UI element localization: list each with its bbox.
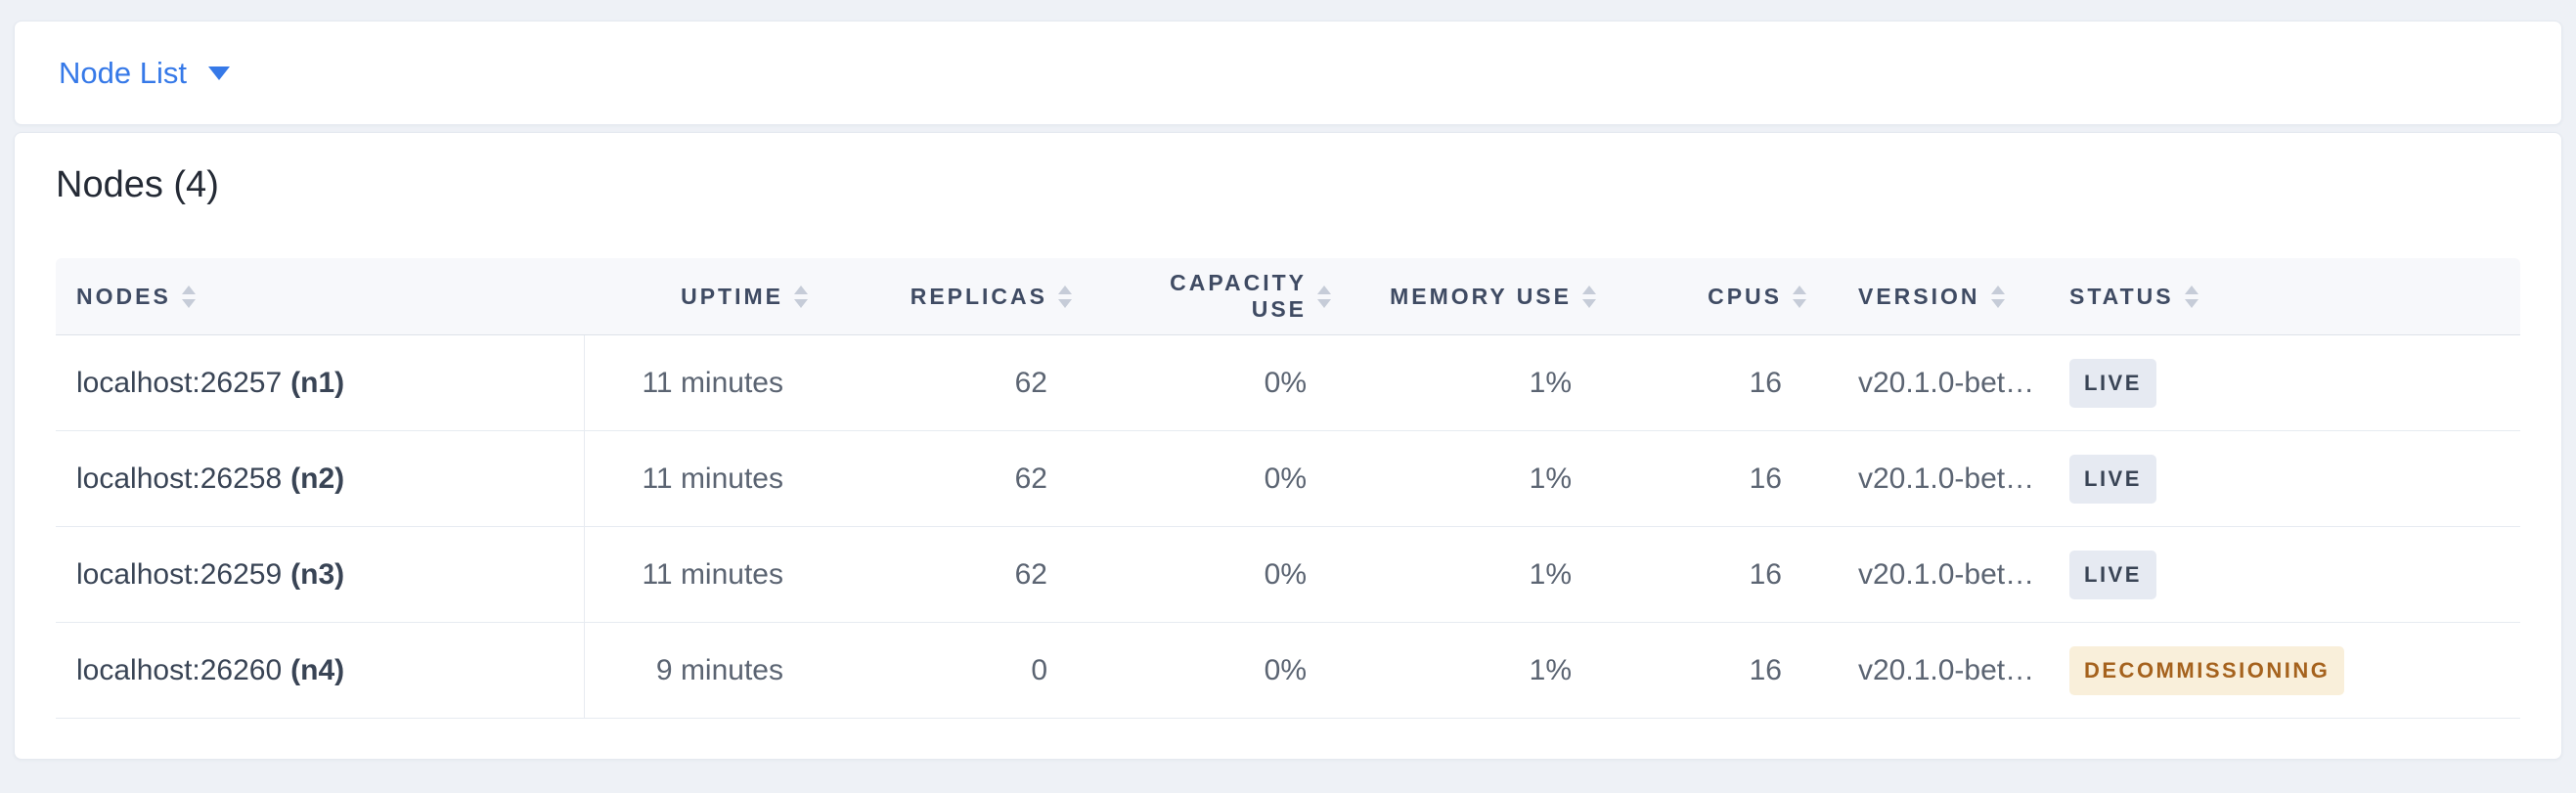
column-header-memory-use[interactable]: MEMORY USE [1354, 258, 1619, 334]
sort-icon[interactable] [181, 285, 196, 308]
version-cell: v20.1.0-bet… [1858, 366, 2035, 399]
node-address-cell: localhost:26259 (n3) [56, 527, 585, 622]
cpus-cell: 16 [1749, 366, 1782, 399]
uptime-cell: 11 minutes [642, 557, 783, 591]
cpus-cell: 16 [1749, 653, 1782, 686]
column-header-version[interactable]: VERSION [1829, 258, 2048, 334]
node-address: localhost:26260 [76, 653, 283, 686]
view-selector-card: Node List [14, 21, 2562, 125]
sort-icon[interactable] [1058, 285, 1072, 308]
cpus-cell: 16 [1749, 462, 1782, 495]
column-header-uptime[interactable]: UPTIME [585, 258, 830, 334]
nodes-card: Nodes (4) NODES UPTIME REPLICAS CAPACITY… [14, 132, 2562, 760]
view-dropdown[interactable]: Node List [59, 56, 230, 91]
replicas-cell: 62 [1014, 557, 1047, 591]
replicas-cell: 0 [1031, 653, 1047, 686]
cpus-cell: 16 [1749, 557, 1782, 591]
version-cell: v20.1.0-bet… [1858, 557, 2035, 591]
node-address-cell: localhost:26257 (n1) [56, 335, 585, 430]
node-address: localhost:26259 [76, 557, 283, 591]
nodes-table: NODES UPTIME REPLICAS CAPACITY USE MEMOR… [56, 258, 2520, 719]
sort-icon[interactable] [1317, 285, 1331, 308]
memory-use-cell: 1% [1529, 462, 1572, 495]
status-badge: LIVE [2069, 358, 2156, 408]
sort-icon[interactable] [2184, 285, 2198, 308]
version-cell: v20.1.0-bet… [1858, 653, 2035, 686]
sort-icon[interactable] [1793, 285, 1806, 308]
status-badge: LIVE [2069, 454, 2156, 504]
status-badge: DECOMMISSIONING [2069, 645, 2345, 695]
table-row: localhost:26258 (n2) 11 minutes 62 0% 1%… [56, 431, 2520, 527]
version-cell: v20.1.0-bet… [1858, 462, 2035, 495]
node-address-cell: localhost:26260 (n4) [56, 623, 585, 718]
capacity-use-cell: 0% [1264, 557, 1307, 591]
memory-use-cell: 1% [1529, 557, 1572, 591]
uptime-cell: 11 minutes [642, 462, 783, 495]
table-row: localhost:26259 (n3) 11 minutes 62 0% 1%… [56, 527, 2520, 623]
table-row: localhost:26257 (n1) 11 minutes 62 0% 1%… [56, 335, 2520, 431]
replicas-cell: 62 [1014, 462, 1047, 495]
status-badge: LIVE [2069, 550, 2156, 599]
node-id: (n1) [290, 366, 345, 399]
column-header-capacity-use[interactable]: CAPACITY USE [1094, 258, 1354, 334]
sort-icon[interactable] [794, 285, 808, 308]
status-cell: LIVE [2048, 431, 2520, 526]
capacity-use-cell: 0% [1264, 653, 1307, 686]
page-title: Nodes (4) [56, 164, 219, 205]
capacity-use-cell: 0% [1264, 462, 1307, 495]
sort-icon[interactable] [1990, 285, 2005, 308]
status-cell: DECOMMISSIONING [2048, 623, 2520, 718]
column-header-status[interactable]: STATUS [2048, 258, 2520, 334]
node-id: (n4) [290, 653, 345, 686]
node-address-cell: localhost:26258 (n2) [56, 431, 585, 526]
status-cell: LIVE [2048, 527, 2520, 622]
node-id: (n3) [290, 557, 345, 591]
chevron-down-icon [207, 66, 230, 80]
table-row: localhost:26260 (n4) 9 minutes 0 0% 1% 1… [56, 623, 2520, 719]
capacity-use-cell: 0% [1264, 366, 1307, 399]
view-dropdown-label: Node List [59, 55, 187, 90]
uptime-cell: 11 minutes [642, 366, 783, 399]
node-id: (n2) [290, 462, 345, 495]
node-address: localhost:26257 [76, 366, 283, 399]
table-header-row: NODES UPTIME REPLICAS CAPACITY USE MEMOR… [56, 258, 2520, 335]
memory-use-cell: 1% [1529, 653, 1572, 686]
column-header-cpus[interactable]: CPUS [1619, 258, 1829, 334]
replicas-cell: 62 [1014, 366, 1047, 399]
status-cell: LIVE [2048, 335, 2520, 430]
uptime-cell: 9 minutes [655, 653, 783, 686]
memory-use-cell: 1% [1529, 366, 1572, 399]
column-header-replicas[interactable]: REPLICAS [830, 258, 1094, 334]
sort-icon[interactable] [1582, 285, 1596, 308]
column-header-nodes[interactable]: NODES [56, 258, 585, 334]
node-address: localhost:26258 [76, 462, 283, 495]
